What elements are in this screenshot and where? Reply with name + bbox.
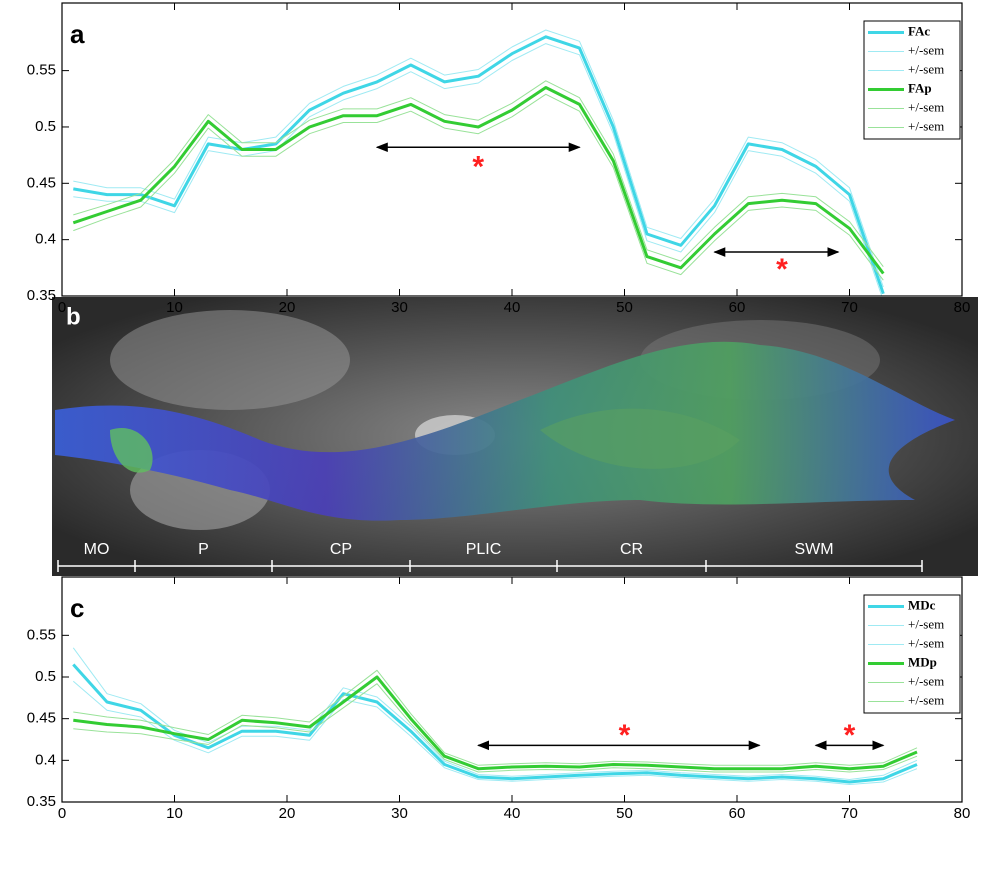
annotation-star: * — [776, 253, 788, 286]
y-tick-label: 0.35 — [27, 287, 56, 304]
x-tick-label: 50 — [616, 299, 633, 316]
x-tick-label: 70 — [841, 299, 858, 316]
plot-area — [62, 577, 962, 802]
legend-label: +/-sem — [908, 673, 944, 688]
legend-label: +/-sem — [908, 99, 944, 114]
x-tick-label: 10 — [166, 805, 183, 822]
legend-label: MDp — [908, 654, 937, 669]
legend-label: +/-sem — [908, 118, 944, 133]
panel-label: c — [70, 593, 84, 623]
panel-label: a — [70, 19, 85, 49]
data-line — [73, 675, 918, 771]
x-tick-label: 30 — [391, 805, 408, 822]
data-line — [72, 647, 918, 780]
panel-label: b — [66, 303, 81, 330]
legend-box — [863, 594, 961, 714]
x-tick-label: 20 — [279, 299, 296, 316]
x-tick-label: 50 — [616, 805, 633, 822]
axes-frame — [61, 576, 963, 803]
x-tick-label: 30 — [391, 299, 408, 316]
data-line — [72, 663, 918, 784]
chart: 0.35 0.4 0.45 0.5 0.55 0 10 20 30 40 50 60 70 80 c * * MD… — [27, 576, 971, 822]
x-tick-label: 60 — [729, 299, 746, 316]
legend-box — [863, 20, 961, 140]
y-tick-label: 0.45 — [27, 710, 56, 727]
y-tick-label: 0.45 — [27, 174, 56, 191]
legend-label: +/-sem — [908, 692, 944, 707]
y-tick-label: 0.4 — [35, 231, 56, 248]
fiber-green — [110, 428, 153, 473]
cerebellum — [110, 310, 350, 410]
fiber-green — [540, 408, 740, 469]
legend-label: FAp — [908, 80, 932, 95]
axes-frame — [61, 2, 963, 297]
legend-label: +/-sem — [908, 42, 944, 57]
y-tick-label: 0.4 — [35, 751, 56, 768]
region-label: SWM — [794, 541, 833, 558]
legend-label: FAc — [908, 23, 930, 38]
region-label: MO — [84, 541, 110, 558]
region-label: P — [198, 541, 209, 558]
series-group — [72, 647, 918, 785]
region-label: PLIC — [466, 541, 502, 558]
x-tick-label: 40 — [504, 805, 521, 822]
data-line — [73, 669, 918, 766]
fiber-tracts — [55, 341, 955, 521]
x-tick-label: 10 — [166, 299, 183, 316]
region-label: CP — [330, 541, 352, 558]
data-line — [73, 683, 918, 773]
image-panel: b MO P CP PLIC CR SWM — [52, 297, 978, 576]
y-tick-label: 0.55 — [27, 626, 56, 643]
x-tick-label: 20 — [279, 805, 296, 822]
x-tick-label: 80 — [954, 805, 971, 822]
data-line — [73, 43, 883, 296]
y-tick-label: 0.55 — [27, 62, 56, 79]
legend-label: +/-sem — [908, 61, 944, 76]
data-line — [73, 93, 884, 281]
annotation-star: * — [844, 719, 856, 752]
data-line — [72, 86, 885, 275]
y-tick-label: 0.5 — [35, 668, 56, 685]
x-tick-label: 0 — [58, 299, 66, 316]
y-tick-label: 0.35 — [27, 793, 56, 810]
x-tick-label: 80 — [954, 299, 971, 316]
x-tick-label: 70 — [841, 805, 858, 822]
x-tick-label: 40 — [504, 299, 521, 316]
legend-label: +/-sem — [908, 635, 944, 650]
data-line — [72, 680, 918, 785]
annotation-star: * — [472, 151, 484, 184]
data-line — [73, 80, 884, 267]
chart: 0.35 0.4 0.45 0.5 0.55 0 10 20 30 40 50 60 70 80 a * * FA… — [27, 2, 971, 316]
x-tick-label: 0 — [58, 805, 66, 822]
data-line — [73, 29, 884, 288]
y-tick-label: 0.5 — [35, 118, 56, 135]
data-line — [73, 35, 885, 295]
series-group — [72, 29, 885, 296]
x-tick-label: 60 — [729, 805, 746, 822]
annotation-star: * — [619, 719, 631, 752]
legend-label: +/-sem — [908, 616, 944, 631]
legend-label: MDc — [908, 597, 936, 612]
region-label: CR — [620, 541, 643, 558]
